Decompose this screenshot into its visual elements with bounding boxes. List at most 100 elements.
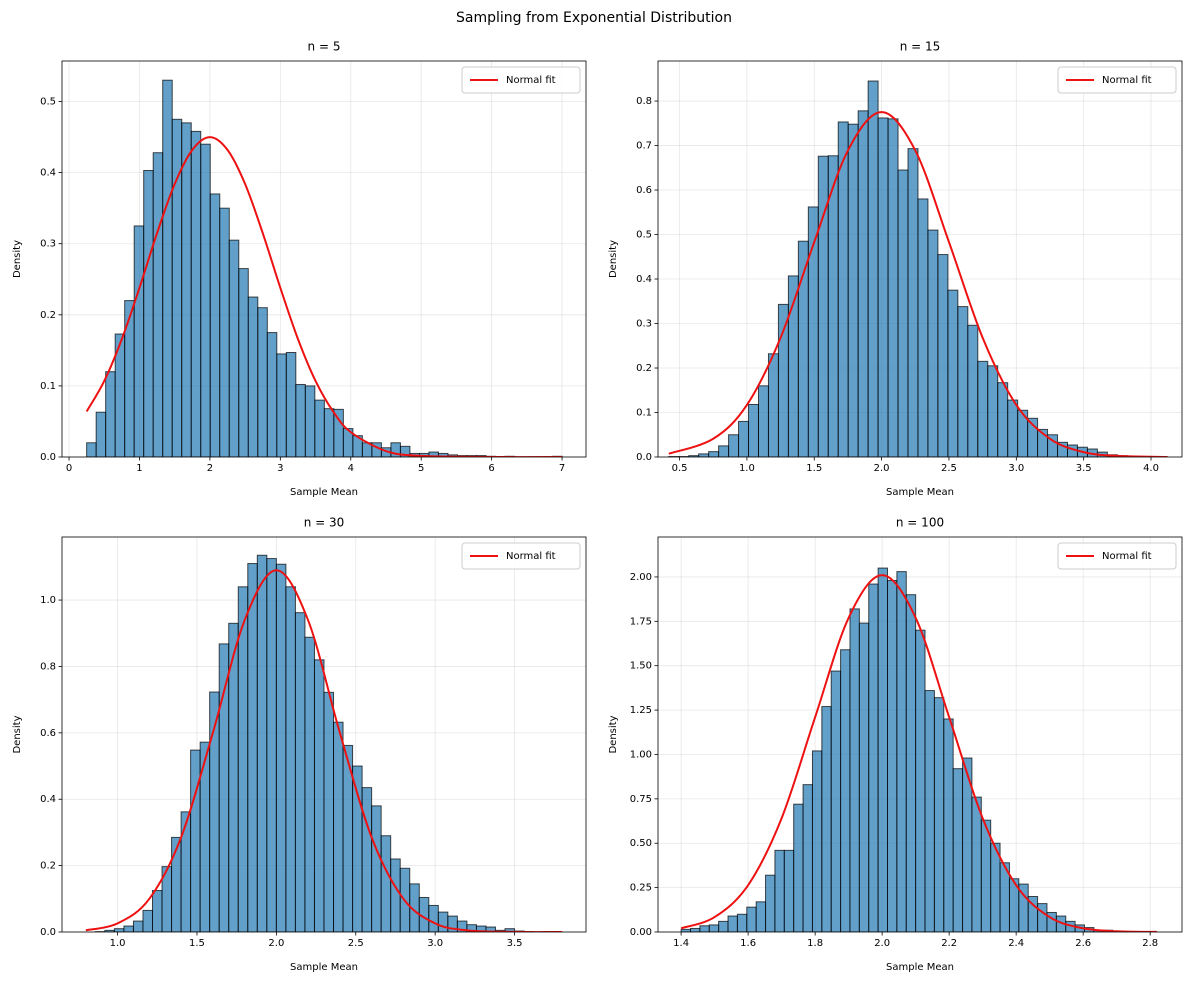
bar xyxy=(285,586,296,932)
bar xyxy=(256,554,268,932)
bar xyxy=(877,117,889,457)
bar xyxy=(947,289,959,457)
bar xyxy=(847,123,859,457)
y-tick-label: 0.50 xyxy=(630,838,652,849)
y-tick-label: 1.00 xyxy=(630,749,652,760)
x-tick-label: 3 xyxy=(277,463,283,474)
subplot: 0 1 2 3 4 5 6 7 0.0 0.1 0.2 0.3 0.4 0.5 n = 5 Sample Me… xyxy=(12,40,587,498)
bar xyxy=(437,911,449,932)
bar xyxy=(907,148,919,457)
x-tick-label: 1.8 xyxy=(807,938,823,949)
y-tick-label: 0.5 xyxy=(636,230,652,241)
bar xyxy=(237,586,249,932)
x-tick-label: 0 xyxy=(66,463,72,474)
x-axis-label: Sample Mean xyxy=(886,962,954,973)
y-tick-label: 1.25 xyxy=(630,705,652,716)
bar xyxy=(142,909,154,932)
bar xyxy=(266,558,277,932)
bar xyxy=(868,583,879,932)
bar xyxy=(924,690,935,932)
bar xyxy=(113,928,125,932)
bar xyxy=(957,306,969,457)
bar xyxy=(718,920,729,932)
bar xyxy=(917,198,929,457)
bar xyxy=(997,382,1009,457)
bar xyxy=(276,353,287,457)
bar xyxy=(943,718,954,932)
bar xyxy=(238,268,249,457)
bar xyxy=(952,768,964,932)
legend-label: Normal fit xyxy=(1102,75,1152,86)
x-tick-label: 3.0 xyxy=(1008,463,1024,474)
subplot: 1.4 1.6 1.8 2.0 2.2 2.4 2.6 2.8 0.00 0.25 0.50 0.75… xyxy=(608,516,1183,973)
bar xyxy=(877,567,889,932)
y-tick-label: 0.6 xyxy=(636,185,652,196)
bar xyxy=(802,784,813,932)
x-tick-label: 1.4 xyxy=(673,938,689,949)
x-tick-label: 2.8 xyxy=(1142,938,1158,949)
bar xyxy=(980,819,992,932)
x-tick-label: 1.6 xyxy=(740,938,756,949)
x-tick-label: 3.5 xyxy=(1076,463,1092,474)
x-tick-label: 6 xyxy=(488,463,494,474)
bar xyxy=(333,408,344,457)
bar xyxy=(228,239,240,457)
y-tick-label: 0.3 xyxy=(636,319,652,330)
x-tick-label: 2.4 xyxy=(1008,938,1024,949)
bar xyxy=(266,332,278,457)
bar xyxy=(728,434,740,457)
x-tick-label: 5 xyxy=(418,463,424,474)
x-tick-label: 4.0 xyxy=(1143,463,1159,474)
legend-label: Normal fit xyxy=(506,551,556,562)
bar xyxy=(294,612,306,932)
bar xyxy=(361,787,373,932)
y-tick-label: 0.0 xyxy=(40,452,56,463)
y-tick-label: 0.00 xyxy=(630,927,652,938)
bar xyxy=(180,811,192,932)
bar xyxy=(727,915,738,932)
y-tick-label: 0.2 xyxy=(40,861,56,872)
bar xyxy=(314,399,325,457)
x-tick-label: 2 xyxy=(207,463,213,474)
bar xyxy=(858,622,870,932)
bar xyxy=(428,904,439,932)
bar xyxy=(887,579,898,932)
legend-box xyxy=(1057,66,1177,94)
y-axis-label: Density xyxy=(12,715,23,753)
bar xyxy=(748,403,759,457)
bar xyxy=(811,750,823,932)
bar xyxy=(275,563,287,932)
bar xyxy=(793,803,804,932)
bar xyxy=(86,442,97,457)
bar xyxy=(821,706,832,932)
legend-box xyxy=(461,66,581,94)
bars xyxy=(86,79,563,457)
bar xyxy=(304,636,315,932)
x-axis-label: Sample Mean xyxy=(290,487,358,498)
x-tick-label: 2.5 xyxy=(348,938,364,949)
bar xyxy=(937,254,949,457)
x-axis-label: Sample Mean xyxy=(886,487,954,498)
bar xyxy=(152,890,163,932)
bar xyxy=(304,385,316,457)
axes-frame xyxy=(61,536,587,933)
bar xyxy=(777,303,789,457)
y-tick-label: 0.0 xyxy=(40,927,56,938)
y-tick-label: 0.4 xyxy=(40,168,56,179)
bar xyxy=(887,118,899,457)
y-tick-label: 0.4 xyxy=(636,274,652,285)
bar xyxy=(897,169,909,457)
subplot-title: n = 5 xyxy=(308,40,341,54)
bar xyxy=(708,451,720,457)
axes-frame xyxy=(61,60,587,458)
subplot-title: n = 30 xyxy=(304,516,345,530)
bar xyxy=(200,143,211,457)
legend-box xyxy=(461,542,581,570)
bar xyxy=(123,925,134,932)
bar xyxy=(390,858,401,932)
y-tick-label: 0.1 xyxy=(636,408,652,419)
y-tick-label: 0.7 xyxy=(636,141,652,152)
bar xyxy=(152,152,164,457)
bar xyxy=(162,79,173,457)
y-tick-label: 1.50 xyxy=(630,661,652,672)
